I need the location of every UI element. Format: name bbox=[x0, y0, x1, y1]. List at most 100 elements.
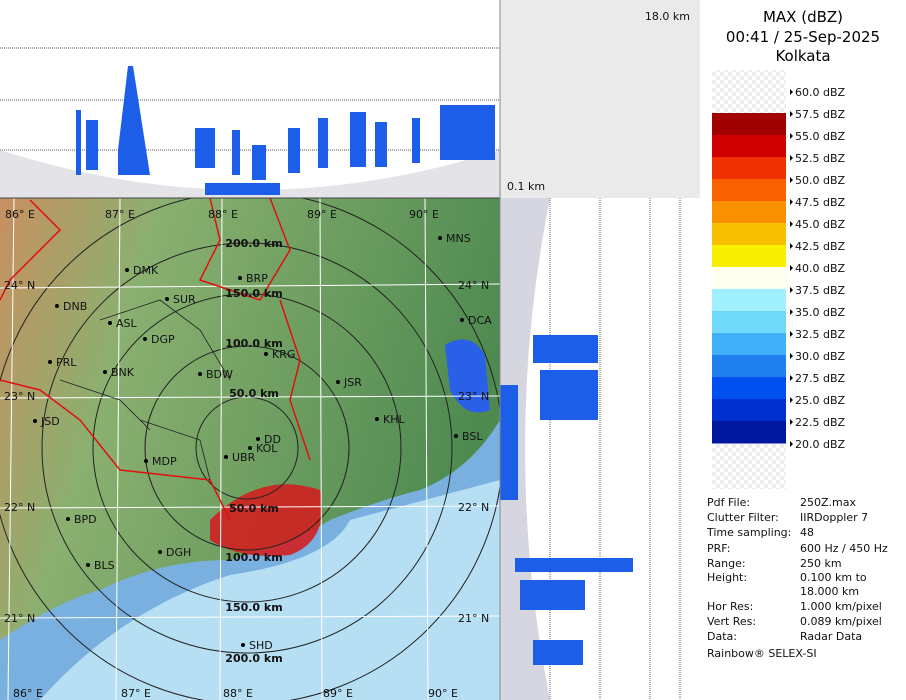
info-text: Clutter Filter: bbox=[707, 511, 779, 524]
info-text: 250Z.max bbox=[800, 496, 856, 509]
legend-tick bbox=[790, 89, 793, 95]
city-marker bbox=[460, 318, 464, 322]
legend-swatch bbox=[712, 355, 786, 378]
legend-label: 30.0 dBZ bbox=[795, 350, 846, 363]
legend-label: 40.0 dBZ bbox=[795, 262, 846, 275]
city-marker bbox=[198, 372, 202, 376]
legend-swatch bbox=[712, 399, 786, 422]
city-label: BNK bbox=[111, 366, 135, 379]
city-label: BPD bbox=[74, 513, 97, 526]
legend-tick bbox=[790, 375, 793, 381]
city-marker bbox=[256, 437, 260, 441]
info-text: 48 bbox=[800, 526, 814, 539]
legend-label: 57.5 dBZ bbox=[795, 108, 846, 121]
range-label: 50.0 km bbox=[229, 387, 279, 400]
city-label: ASL bbox=[116, 317, 138, 330]
city-label: DMK bbox=[133, 264, 159, 277]
city-marker bbox=[66, 517, 70, 521]
latitude-label: 21° N bbox=[458, 612, 489, 625]
city-label: JSR bbox=[343, 376, 362, 389]
footer: Rainbow® SELEX-SI bbox=[707, 647, 817, 660]
min-height-label: 0.1 km bbox=[507, 180, 545, 193]
city-marker bbox=[144, 459, 148, 463]
legend-swatch bbox=[712, 201, 786, 224]
legend-swatch bbox=[712, 245, 786, 268]
legend-label: 55.0 dBZ bbox=[795, 130, 846, 143]
latitude-label: 24° N bbox=[458, 279, 489, 292]
city-label: BLS bbox=[94, 559, 115, 572]
legend-label: 25.0 dBZ bbox=[795, 394, 846, 407]
city-marker bbox=[48, 360, 52, 364]
legend-swatch bbox=[712, 311, 786, 334]
legend-tick bbox=[790, 353, 793, 359]
city-marker bbox=[158, 550, 162, 554]
longitude-label: 87° E bbox=[121, 687, 151, 700]
product-title: MAX (dBZ) bbox=[763, 8, 843, 26]
city-marker bbox=[454, 434, 458, 438]
info-text: 0.100 km to bbox=[800, 571, 867, 584]
city-label: KRG bbox=[272, 348, 295, 361]
longitude-label: 90° E bbox=[428, 687, 458, 700]
city-label: PRL bbox=[56, 356, 77, 369]
legend-swatch bbox=[712, 157, 786, 180]
city-label: KHL bbox=[383, 413, 405, 426]
legend-tick bbox=[790, 221, 793, 227]
city-label: BDW bbox=[206, 368, 233, 381]
city-marker bbox=[125, 268, 129, 272]
info-text: 1.000 km/pixel bbox=[800, 600, 882, 613]
longitude-label: 88° E bbox=[223, 687, 253, 700]
legend-tick bbox=[790, 243, 793, 249]
legend-swatch bbox=[712, 377, 786, 400]
info-text: Vert Res: bbox=[707, 615, 756, 628]
legend-tick bbox=[790, 133, 793, 139]
city-marker bbox=[108, 321, 112, 325]
city-label: KOL bbox=[256, 442, 278, 455]
legend-swatch bbox=[712, 179, 786, 202]
latitude-label: 23° N bbox=[458, 390, 489, 403]
legend-tick bbox=[790, 111, 793, 117]
city-label: DGH bbox=[166, 546, 191, 559]
info-text: 600 Hz / 450 Hz bbox=[800, 542, 888, 555]
latitude-label: 23° N bbox=[4, 390, 35, 403]
info-text: Data: bbox=[707, 630, 737, 643]
legend-swatch bbox=[712, 333, 786, 356]
timestamp: 00:41 / 25-Sep-2025 bbox=[726, 28, 880, 46]
legend-tick bbox=[790, 309, 793, 315]
info-text: IIRDoppler 7 bbox=[800, 511, 868, 524]
info-text: Hor Res: bbox=[707, 600, 753, 613]
echo-profile bbox=[76, 66, 495, 195]
city-label: UBR bbox=[232, 451, 256, 464]
map bbox=[0, 198, 500, 700]
city-label: MDP bbox=[152, 455, 177, 468]
legend-label: 35.0 dBZ bbox=[795, 306, 846, 319]
legend-swatch bbox=[712, 223, 786, 246]
info-text: Range: bbox=[707, 557, 746, 570]
city-label: BRP bbox=[246, 272, 268, 285]
info-text: 250 km bbox=[800, 557, 842, 570]
range-label: 100.0 km bbox=[225, 551, 282, 564]
city-label: MNS bbox=[446, 232, 471, 245]
city-marker bbox=[224, 455, 228, 459]
longitude-label: 89° E bbox=[323, 687, 353, 700]
legend-swatch bbox=[712, 289, 786, 312]
legend-tick bbox=[790, 199, 793, 205]
legend-label: 27.5 dBZ bbox=[795, 372, 846, 385]
city-marker bbox=[143, 337, 147, 341]
range-label: 200.0 km bbox=[225, 237, 282, 250]
longitude-label: 86° E bbox=[13, 687, 43, 700]
info-text: Time sampling: bbox=[706, 526, 791, 539]
city-label: DNB bbox=[63, 300, 87, 313]
longitude-label: 86° E bbox=[5, 208, 35, 221]
info-text: Pdf File: bbox=[707, 496, 750, 509]
city-label: DCA bbox=[468, 314, 492, 327]
city-marker bbox=[375, 417, 379, 421]
city-label: DGP bbox=[151, 333, 175, 346]
legend-label: 45.0 dBZ bbox=[795, 218, 846, 231]
station: Kolkata bbox=[775, 47, 830, 65]
legend-label: 37.5 dBZ bbox=[795, 284, 846, 297]
legend-swatch bbox=[712, 135, 786, 158]
legend-tick bbox=[790, 155, 793, 161]
legend-label: 47.5 dBZ bbox=[795, 196, 846, 209]
